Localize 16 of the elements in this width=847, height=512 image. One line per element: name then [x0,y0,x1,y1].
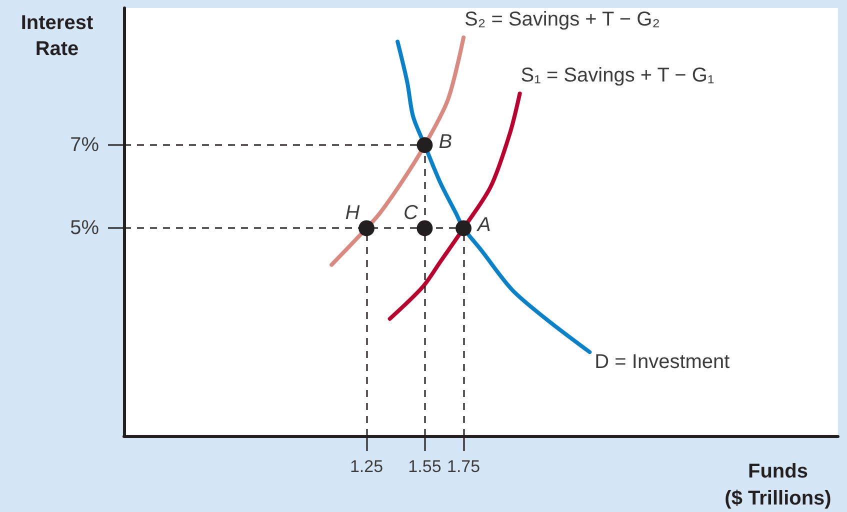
x-tick-label: 1.75 [446,457,480,476]
line-series [388,92,522,321]
x-tick-label: 1.55 [408,457,442,476]
series-label: S₁ = Savings + T − G₁ [520,64,714,87]
line-series [330,36,466,267]
y-axis-title: Interest Rate [20,12,94,60]
series-label: S₂ = Savings + T − G₂ [464,8,660,31]
x-tick-label: 1.25 [350,457,384,476]
annotation: B [438,131,452,154]
y-tick-label: 5% [70,217,100,240]
annotation: A [476,214,491,236]
series-label: D = Investment [594,351,730,374]
x-axis-title: Funds ($ Trillions) [724,460,832,510]
annotation: C [404,202,419,224]
annotation: H [345,202,360,224]
y-tick-label: 7% [70,134,100,156]
